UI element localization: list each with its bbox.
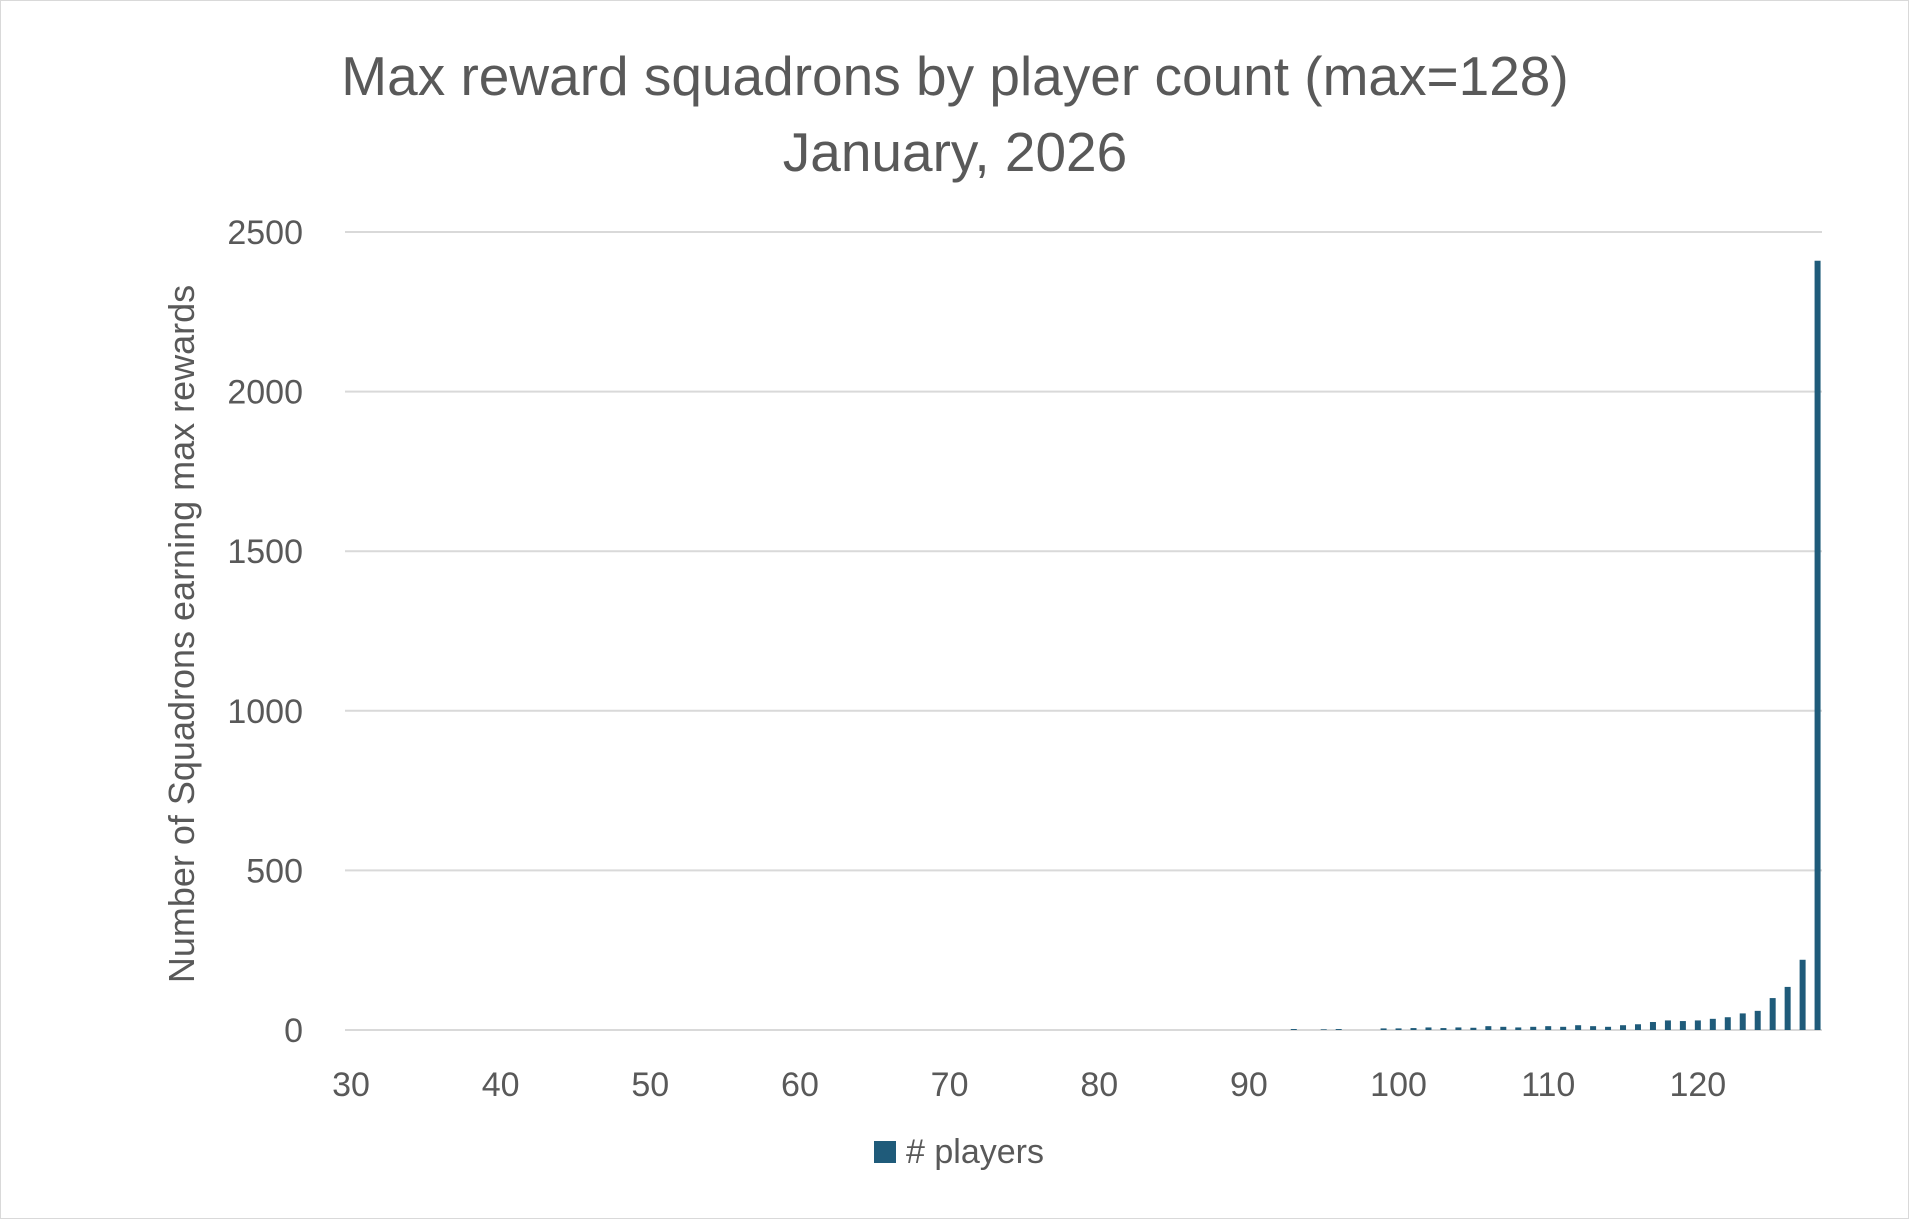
bar bbox=[1709, 1018, 1716, 1030]
gridlines bbox=[345, 231, 1822, 1031]
bar bbox=[1320, 1029, 1327, 1030]
bar bbox=[1395, 1028, 1402, 1030]
y-tick-label: 0 bbox=[284, 1012, 303, 1050]
bar bbox=[1470, 1027, 1477, 1030]
bar bbox=[1634, 1024, 1641, 1030]
y-axis-title: Number of Squadrons earning max rewards bbox=[161, 285, 202, 983]
bar bbox=[1575, 1025, 1582, 1030]
bar bbox=[1620, 1025, 1627, 1030]
y-tick-label: 500 bbox=[246, 852, 303, 890]
x-tick-label: 120 bbox=[1669, 1066, 1726, 1104]
legend-swatch bbox=[874, 1141, 896, 1163]
bar bbox=[1724, 1017, 1731, 1030]
x-tick-label: 70 bbox=[931, 1066, 969, 1104]
x-tick-label: 100 bbox=[1370, 1066, 1427, 1104]
x-tick-label: 30 bbox=[332, 1066, 370, 1104]
bar bbox=[1664, 1020, 1671, 1030]
x-tick-label: 110 bbox=[1521, 1066, 1575, 1104]
bar bbox=[1485, 1026, 1492, 1030]
bar bbox=[1605, 1026, 1612, 1030]
bar bbox=[1590, 1026, 1597, 1030]
chart-title: Max reward squadrons by player count (ma… bbox=[341, 45, 1568, 107]
y-tick-label: 1500 bbox=[227, 533, 303, 571]
legend: # players bbox=[874, 1133, 1044, 1171]
bar bbox=[1754, 1010, 1761, 1030]
legend-label: # players bbox=[906, 1133, 1044, 1171]
bar bbox=[1769, 998, 1776, 1030]
bar bbox=[1335, 1029, 1342, 1030]
bar bbox=[1455, 1027, 1462, 1030]
bar bbox=[1799, 959, 1806, 1030]
bar bbox=[1290, 1029, 1297, 1030]
y-tick-label: 2000 bbox=[227, 374, 303, 412]
y-tick-labels: 0 500 1000 1500 2000 2500 bbox=[227, 214, 303, 1050]
bar bbox=[1530, 1026, 1537, 1030]
y-tick-label: 1000 bbox=[227, 693, 303, 731]
x-tick-label: 60 bbox=[781, 1066, 819, 1104]
bar bbox=[1410, 1028, 1417, 1030]
bar bbox=[1694, 1020, 1701, 1030]
bars bbox=[1290, 260, 1821, 1030]
bar bbox=[1679, 1021, 1686, 1030]
chart-subtitle: January, 2026 bbox=[783, 121, 1128, 183]
bar bbox=[1515, 1027, 1522, 1030]
x-tick-label: 50 bbox=[631, 1066, 669, 1104]
bar bbox=[1380, 1028, 1387, 1030]
bar bbox=[1440, 1028, 1447, 1030]
x-tick-label: 80 bbox=[1080, 1066, 1118, 1104]
x-tick-label: 40 bbox=[482, 1066, 520, 1104]
bar bbox=[1649, 1022, 1656, 1030]
bar bbox=[1784, 986, 1791, 1030]
bar bbox=[1814, 260, 1821, 1030]
bar bbox=[1739, 1013, 1746, 1030]
bar bbox=[1500, 1026, 1507, 1030]
bar bbox=[1560, 1026, 1567, 1030]
y-tick-label: 2500 bbox=[227, 214, 303, 252]
x-tick-label: 90 bbox=[1230, 1066, 1268, 1104]
x-tick-labels: 30 40 50 60 70 80 90 100 110 120 bbox=[332, 1066, 1726, 1104]
bar bbox=[1545, 1026, 1552, 1030]
bar bbox=[1425, 1027, 1432, 1030]
